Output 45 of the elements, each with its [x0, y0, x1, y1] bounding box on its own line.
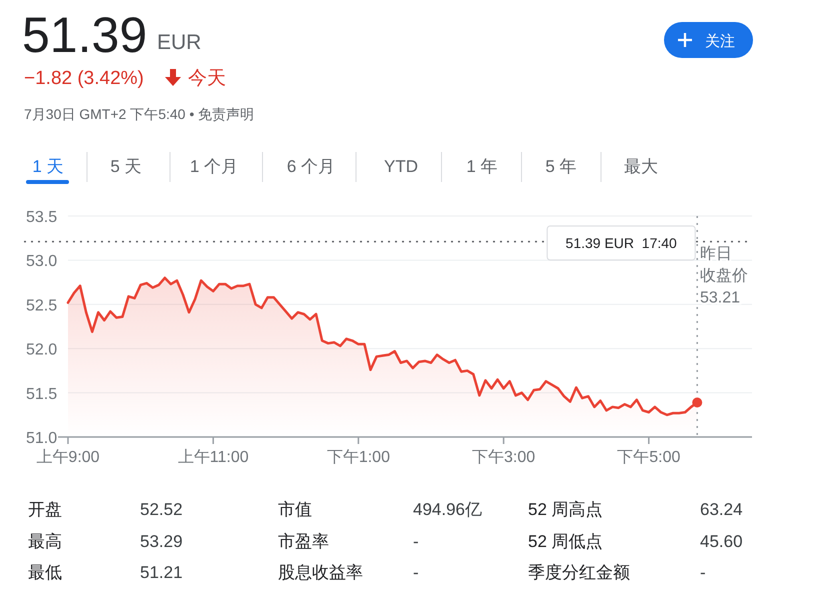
chart-title: 51.39	[22, 7, 148, 63]
text: 1 年	[466, 157, 498, 176]
y-tick-label: 51.0	[26, 430, 58, 447]
text: 7月30日 GMT+2 下午5:40 • 免责声明	[24, 106, 254, 122]
text: 最高	[28, 532, 62, 551]
text: 市盈率	[278, 532, 329, 551]
text: 494.96亿	[413, 500, 482, 519]
text: 市值	[278, 500, 312, 519]
x-tick-label: 上午9:00	[36, 448, 100, 466]
y-tick-label: 53.5	[26, 209, 58, 226]
text: 52 周低点	[528, 532, 603, 551]
y-tick-label: 53.0	[26, 253, 58, 270]
text: 45.60	[700, 532, 743, 551]
text: EUR	[157, 31, 202, 54]
text: 51.21	[140, 563, 183, 582]
text: 季度分红金额	[528, 563, 630, 582]
text: 53.29	[140, 532, 183, 551]
text: −1.82 (3.42%)	[24, 68, 144, 89]
y-tick-label: 52.5	[26, 297, 58, 314]
text: 1 天	[32, 157, 64, 176]
x-tick-label: 下午1:00	[326, 449, 390, 466]
x-tick-label: 下午3:00	[472, 449, 536, 466]
y-tick-label: 52.0	[26, 342, 58, 359]
text: -	[700, 563, 706, 582]
x-tick-label: 上午11:00	[178, 448, 249, 466]
text: 最低	[28, 563, 62, 582]
text: 股息收益率	[278, 563, 363, 582]
text: 开盘	[28, 500, 62, 519]
text: 6 个月	[286, 157, 336, 176]
text: 52.52	[140, 500, 183, 519]
text: 63.24	[700, 500, 743, 519]
text: -	[413, 532, 419, 551]
ref-line-label: 昨日收盘价 53.21	[700, 246, 748, 307]
text: 5 年	[545, 157, 577, 176]
text: 1 个月	[190, 157, 238, 176]
text: 5 天	[110, 157, 142, 176]
text: 今天	[188, 68, 226, 89]
y-tick-label: 51.5	[26, 386, 58, 403]
annotation: 51.39 EUR 17:40	[566, 235, 678, 251]
text: -	[413, 563, 419, 582]
text: 关注	[705, 33, 735, 50]
text: YTD	[384, 157, 418, 176]
text: 52 周高点	[528, 500, 603, 519]
x-tick-label: 下午5:00	[617, 449, 680, 466]
text: 最大	[624, 157, 658, 176]
